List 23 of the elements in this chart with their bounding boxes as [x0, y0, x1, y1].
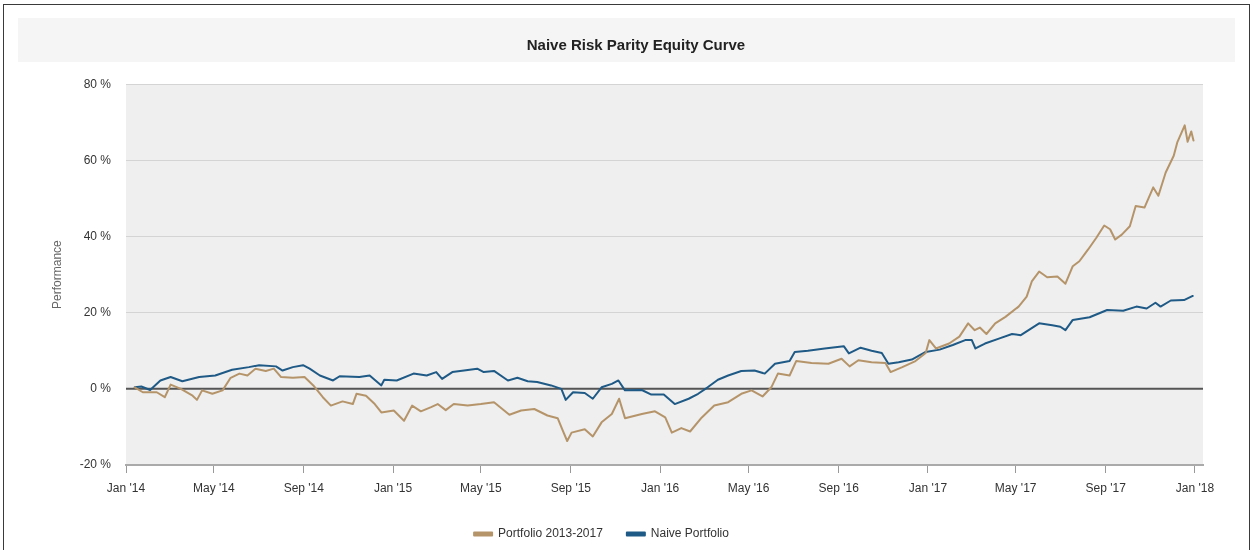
x-tick-label: Jan '17: [908, 480, 948, 495]
x-tick-label: May '17: [994, 480, 1037, 495]
x-tick-label: May '15: [460, 480, 502, 495]
x-tick-label: Sep '17: [1085, 480, 1127, 495]
y-tick-label: 40 %: [83, 228, 112, 243]
x-tick-label: Jan '16: [640, 480, 680, 495]
chart-title: Naive Risk Parity Equity Curve: [526, 36, 746, 54]
x-tick-label: Sep '14: [283, 480, 325, 495]
x-tick-label: May '16: [727, 480, 770, 495]
x-tick-label: Jan '18: [1175, 480, 1215, 495]
legend-label: Portfolio 2013-2017: [498, 526, 604, 541]
x-tick-label: Sep '16: [818, 480, 860, 495]
y-tick-label: 60 %: [83, 152, 112, 167]
y-tick-label: 20 %: [83, 304, 112, 319]
x-tick-label: Jan '15: [373, 480, 413, 495]
y-tick-label: 0 %: [90, 381, 112, 396]
y-axis-title: Performance: [49, 239, 64, 309]
x-tick-label: Sep '15: [550, 480, 592, 495]
y-tick-label: -20 %: [79, 457, 112, 472]
y-tick-label: 80 %: [83, 76, 112, 91]
x-tick-label: Jan '14: [106, 480, 146, 495]
legend-label: Naive Portfolio: [650, 526, 730, 541]
x-tick-label: May '14: [192, 480, 235, 495]
